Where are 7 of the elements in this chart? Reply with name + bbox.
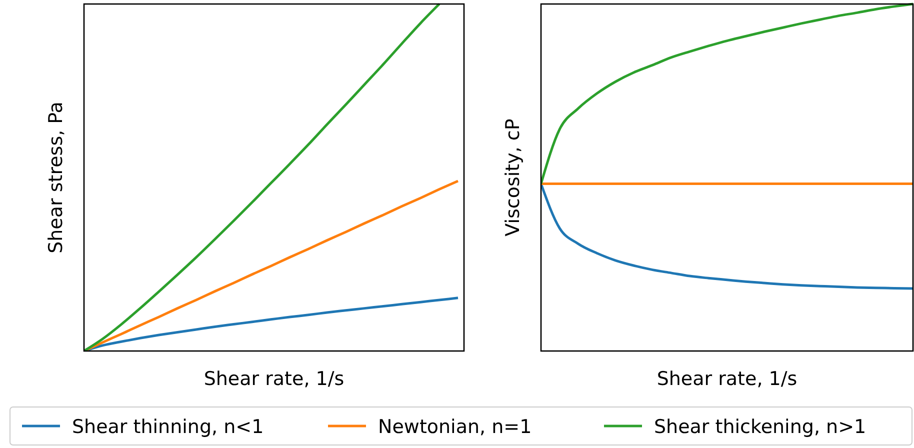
legend-label: Shear thickening, n>1 (654, 416, 866, 438)
legend-label: Shear thinning, n<1 (72, 416, 264, 438)
x-axis-title: Shear rate, 1/s (204, 368, 344, 390)
y-axis-title: Viscosity, cP (502, 118, 524, 236)
y-axis-title: Shear stress, Pa (45, 102, 67, 254)
x-axis-title: Shear rate, 1/s (656, 368, 798, 390)
legend-label: Newtonian, n=1 (378, 416, 532, 438)
